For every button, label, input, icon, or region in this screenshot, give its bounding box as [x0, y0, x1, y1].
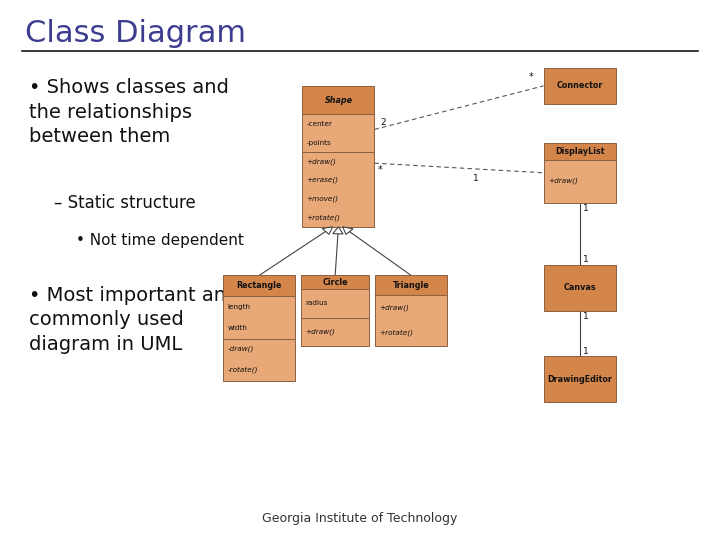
Bar	[223, 275, 295, 296]
Text: Georgia Institute of Technology: Georgia Institute of Technology	[262, 512, 458, 525]
Text: *: *	[529, 72, 534, 83]
Bar	[375, 275, 447, 295]
Text: +rotate(): +rotate()	[379, 329, 413, 336]
Text: 1: 1	[583, 312, 589, 321]
Text: DisplayList: DisplayList	[555, 147, 604, 156]
Text: *: *	[378, 165, 383, 175]
Text: • Most important and
commonly used
diagram in UML: • Most important and commonly used diagr…	[29, 286, 238, 354]
Text: Connector: Connector	[557, 82, 603, 90]
Text: +erase(): +erase()	[307, 177, 339, 183]
Text: 1: 1	[582, 347, 588, 356]
Text: -draw(): -draw()	[228, 346, 254, 353]
Text: -points: -points	[307, 139, 331, 146]
Bar	[375, 295, 447, 346]
Text: Canvas: Canvas	[563, 283, 596, 292]
Bar	[544, 68, 616, 104]
Bar	[301, 275, 369, 289]
Text: • Not time dependent: • Not time dependent	[76, 233, 243, 248]
Text: +draw(): +draw()	[305, 328, 335, 335]
Text: Rectangle: Rectangle	[236, 281, 282, 291]
Bar	[301, 318, 369, 346]
Text: +draw(): +draw()	[379, 305, 409, 311]
Text: +rotate(): +rotate()	[307, 214, 341, 221]
Text: Shape: Shape	[325, 96, 352, 105]
Text: • Shows classes and
the relationships
between them: • Shows classes and the relationships be…	[29, 78, 229, 146]
Polygon shape	[343, 227, 353, 234]
Text: DrawingEditor: DrawingEditor	[547, 375, 612, 384]
Text: Circle: Circle	[323, 278, 348, 287]
Bar	[302, 114, 374, 152]
Bar	[544, 143, 616, 160]
Text: Triangle: Triangle	[392, 281, 430, 290]
Bar	[302, 86, 374, 114]
Text: 2: 2	[380, 118, 386, 127]
Text: +draw(): +draw()	[307, 158, 336, 165]
Bar	[302, 152, 374, 227]
Text: – Static structure: – Static structure	[54, 194, 196, 212]
Bar	[544, 160, 616, 202]
Text: +draw(): +draw()	[548, 178, 577, 184]
Bar	[223, 339, 295, 381]
Bar	[544, 356, 616, 402]
Bar	[223, 296, 295, 339]
Text: -center: -center	[307, 121, 333, 127]
Text: radius: radius	[305, 300, 328, 307]
Text: 1: 1	[583, 204, 589, 213]
Polygon shape	[323, 227, 333, 234]
Bar	[544, 265, 616, 310]
Text: 1: 1	[582, 255, 588, 264]
Text: length: length	[228, 304, 251, 310]
Polygon shape	[333, 227, 343, 234]
Text: width: width	[228, 325, 248, 331]
Bar	[301, 289, 369, 318]
Text: -rotate(): -rotate()	[228, 367, 258, 374]
Text: +move(): +move()	[307, 195, 339, 202]
Text: Class Diagram: Class Diagram	[25, 19, 246, 48]
Text: 1: 1	[474, 174, 479, 184]
